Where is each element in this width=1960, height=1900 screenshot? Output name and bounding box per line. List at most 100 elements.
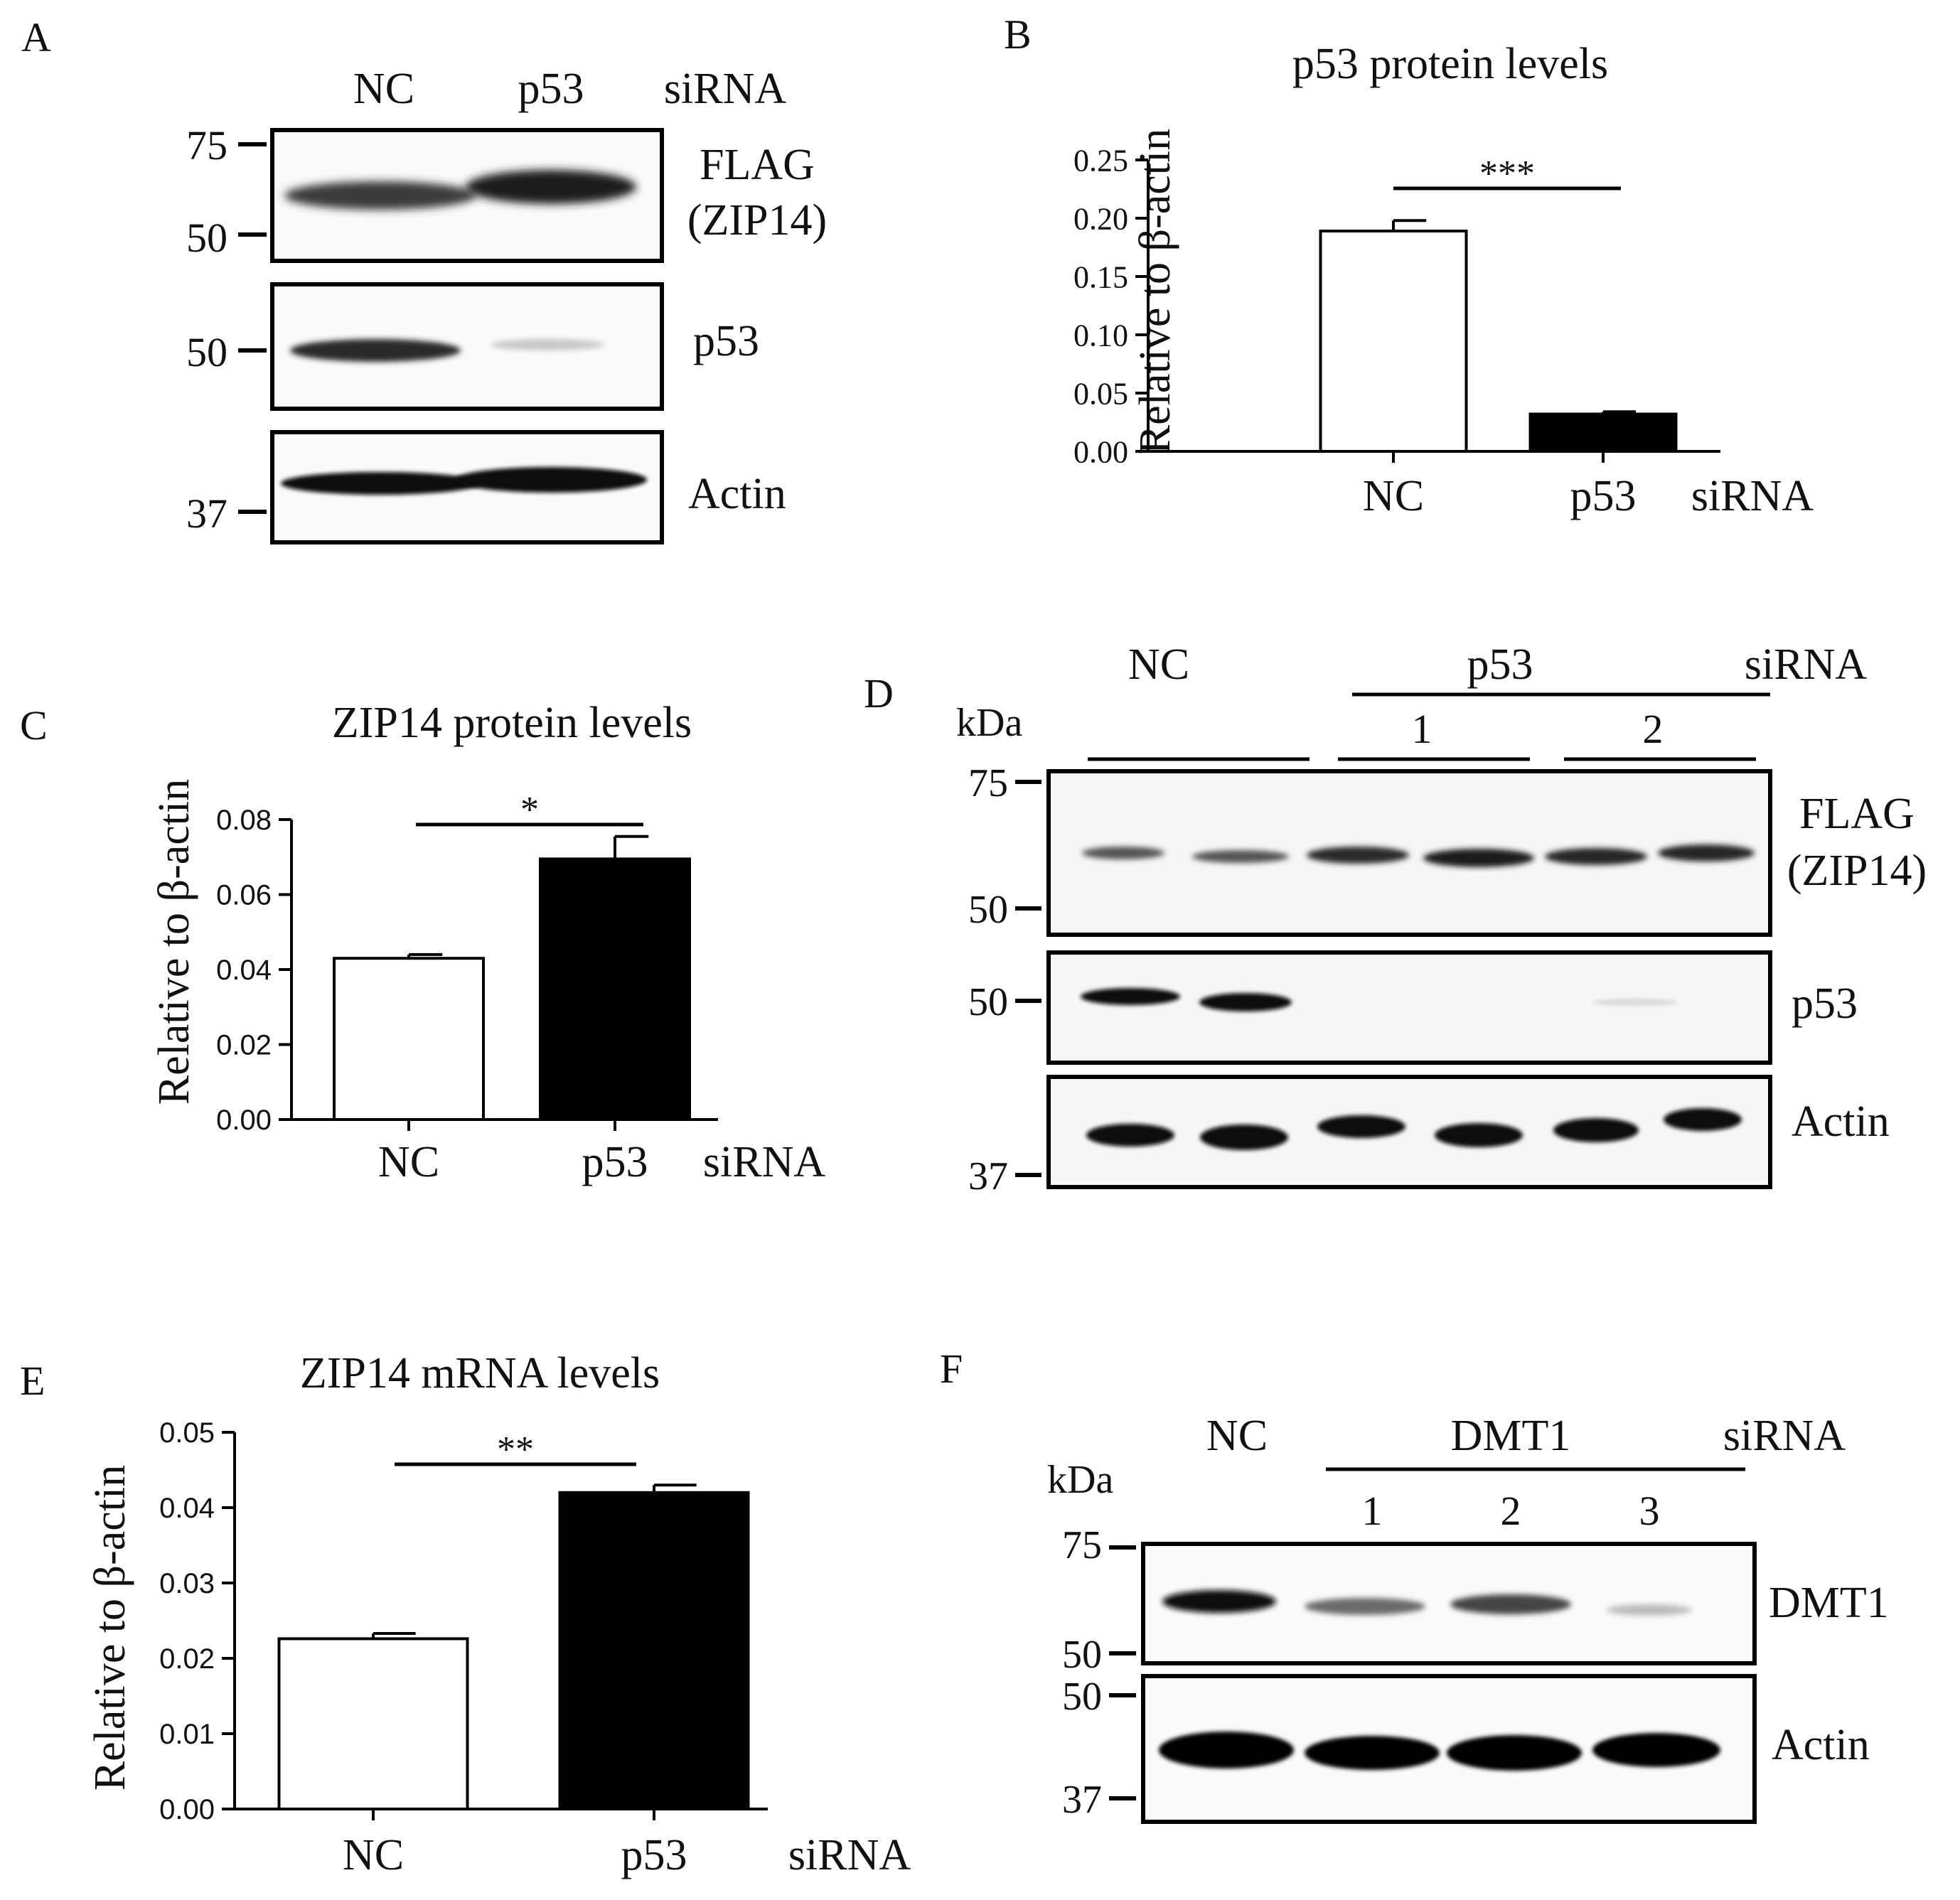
panel-d-kda: kDa [956,701,1022,745]
chart-c-xtick-label: p53 [582,1138,648,1186]
chart-b-ytick-label: 0.10 [1073,318,1128,353]
panel-f-sublane-1: 1 [1362,1488,1383,1534]
panel-d-band-actin-2 [1200,1125,1288,1150]
panel-d-letter: D [864,670,894,716]
panel-f-band-dmt1-1 [1305,1598,1425,1615]
panel-a-letter: A [21,14,51,60]
chart-e-ytick-label: 0.03 [159,1568,215,1599]
panel-e-letter: E [20,1358,45,1404]
panel-a-band-flag-nc [284,181,476,210]
chart-c: ZIP14 protein levels Relative to β-actin 0… [150,699,718,1186]
chart-c-ylabel: Relative to β-actin [150,779,198,1105]
panel-f-band-actin-1 [1305,1736,1440,1770]
chart-c-ytick-label: 0.02 [216,1030,272,1061]
panel-a-band-actin-nc [281,472,480,495]
panel-d-band-flag-2 [1192,850,1289,863]
panel-a-band-p53-nc [290,339,461,362]
chart-b-ytick-label: 0.00 [1073,434,1128,469]
chart-b: p53 protein levels Relative to β-actin0.0… [1073,40,1720,520]
panel-f-label-dmt1: DMT1 [1769,1579,1889,1627]
chart-e-ytick-label: 0.02 [159,1643,215,1675]
chart-b-bar-p53 [1528,412,1678,453]
panel-d-blot-flag [1046,769,1772,937]
panel-c: C siRNA [20,702,825,1186]
chart-c-significance: * [520,790,539,830]
chart-e-significance: ** [497,1429,534,1470]
panel-d-band-p53-2 [1199,993,1292,1011]
panel-f-band-dmt1-3 [1607,1604,1692,1616]
panel-d-label-flag: FLAG [1799,790,1915,838]
panel-f-label-actin: Actin [1772,1721,1870,1769]
panel-d-mw-50a: 50 [968,888,1008,932]
panel-f-group: DMT1 [1451,1412,1571,1460]
panel-d-mw-37: 37 [968,1154,1008,1198]
panel-f-sublane-2: 2 [1501,1488,1521,1534]
panel-a-label-actin: Actin [688,470,786,518]
panel-d-band-p53-3 [1592,999,1678,1006]
panel-d-sublane-1: 1 [1412,706,1432,752]
panel-b-letter: B [1004,11,1032,58]
panel-d-blot-p53 [1046,950,1772,1065]
panel-d-band-flag-6 [1658,844,1755,862]
panel-d-group: p53 [1467,640,1533,689]
panel-f-band-actin-3 [1592,1733,1720,1767]
panel-e-treatment: siRNA [788,1831,911,1879]
chart-e-ylabel: Relative to β-actin [86,1465,134,1791]
panel-d-label-zip14: (ZIP14) [1787,847,1927,895]
panel-f-kda: kDa [1047,1458,1113,1502]
panel-d-band-actin-6 [1664,1108,1742,1131]
panel-f-mw-50a: 50 [1062,1633,1102,1677]
chart-b-ytick-label: 0.20 [1073,201,1128,236]
chart-e-title: ZIP14 mRNA levels [300,1349,660,1397]
panel-d-band-flag-5 [1545,848,1647,865]
chart-e-bar-p53 [558,1491,750,1811]
chart-b-ytick-label: 0.25 [1073,143,1128,178]
panel-a-lane-p53: p53 [518,65,584,113]
panel-d-band-p53-1 [1081,988,1180,1005]
panel-d-label-actin: Actin [1792,1097,1890,1146]
panel-a-mw-75: 75 [186,122,227,168]
chart-c-ytick-label: 0.04 [216,955,272,986]
chart-c-bar-p53 [539,857,691,1121]
panel-d-label-p53: p53 [1792,979,1858,1028]
chart-c-xtick-label: NC [378,1138,439,1186]
chart-c-ytick-label: 0.08 [216,805,272,836]
panel-d-band-actin-5 [1553,1118,1639,1142]
chart-e-ytick-label: 0.05 [159,1417,215,1449]
chart-e-bar-nc [277,1637,469,1810]
panel-a-lane-nc: NC [353,65,414,113]
chart-b-ytick-label: 0.15 [1073,259,1128,294]
chart-c-bar-nc [333,957,485,1122]
panel-d-sublane-2: 2 [1643,706,1664,752]
panel-a-label-p53: p53 [693,317,759,365]
panel-f-band-dmt1-nc [1162,1590,1276,1613]
chart-b-ytick-label: 0.05 [1073,376,1128,411]
panel-d-band-actin-1 [1086,1124,1174,1147]
panel-f-mw-50b: 50 [1062,1675,1102,1719]
panel-f-sublane-3: 3 [1639,1488,1660,1534]
chart-e-ytick-label: 0.00 [159,1794,215,1825]
panel-b: B siRNA [1004,11,1814,520]
chart-e: ZIP14 mRNA levels Relative to β-actin 0.00… [86,1349,768,1879]
panel-a-label-flag: FLAG [700,141,815,189]
panel-f-band-dmt1-2 [1450,1594,1571,1614]
panel-d-band-actin-3 [1317,1115,1405,1138]
panel-d: D kDa NC p53 siRNA 1 2 75 [864,640,1927,1198]
chart-b-ylabel: Relative to β-actin [1131,129,1179,455]
panel-f-band-actin-nc [1159,1732,1294,1768]
panel-d-band-flag-1 [1082,847,1164,859]
chart-b-bar-nc [1319,230,1468,453]
chart-b-significance: *** [1479,154,1535,194]
panel-d-band-actin-4 [1435,1123,1523,1147]
panel-c-letter: C [20,702,48,748]
chart-b-xtick-label: NC [1363,472,1424,520]
panel-f-mw-37: 37 [1062,1778,1102,1822]
panel-d-band-flag-3 [1307,847,1409,864]
panel-d-nc: NC [1128,640,1189,689]
panel-f-band-actin-2 [1447,1735,1582,1771]
panel-f-nc: NC [1206,1412,1268,1460]
chart-c-ytick-label: 0.00 [216,1105,272,1136]
panel-d-mw-50b: 50 [968,980,1008,1024]
panel-d-treatment: siRNA [1745,640,1867,689]
